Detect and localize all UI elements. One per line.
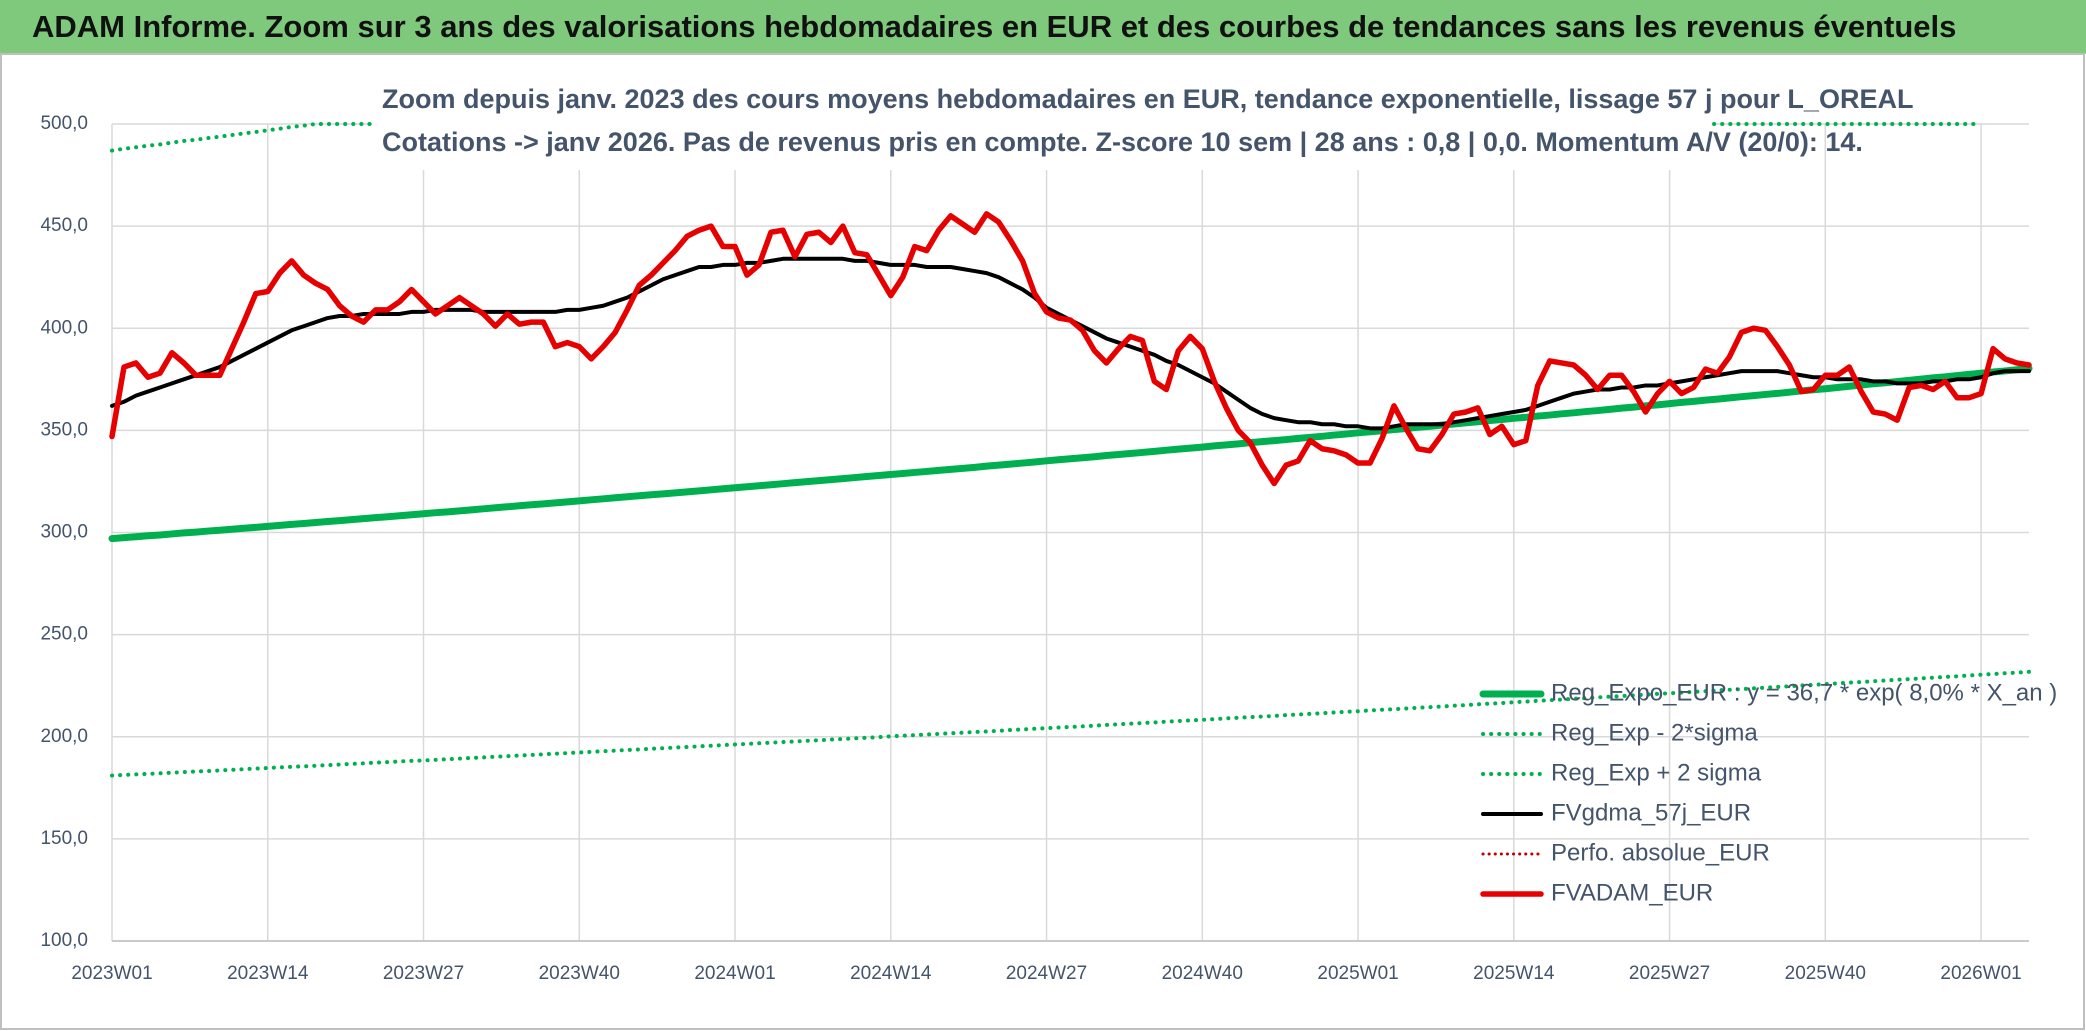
subtitle: Cotations -> janv 2026. Pas de revenus p…	[382, 127, 1863, 157]
legend-label: FVADAM_EUR	[1551, 879, 1713, 906]
series-line	[109, 211, 2032, 487]
legend-label: Reg_Expo_EUR : y = 36,7 * exp( 8,0% * X_…	[1551, 679, 2057, 706]
x-tick-label: 2024W14	[850, 963, 932, 984]
series-line	[108, 364, 2033, 543]
x-tick-label: 2025W27	[1629, 963, 1710, 984]
legend: Reg_Expo_EUR : y = 36,7 * exp( 8,0% * X_…	[1479, 679, 2057, 906]
subtitle-box	[372, 80, 1712, 170]
x-tick-label: 2023W01	[71, 963, 152, 984]
x-tick-label: 2023W27	[383, 963, 464, 984]
subtitle: Zoom depuis janv. 2023 des cours moyens …	[382, 84, 1913, 114]
y-tick-label: 450,0	[40, 215, 88, 236]
y-tick-label: 100,0	[40, 930, 88, 951]
x-tick-label: 2023W40	[539, 963, 620, 984]
title-bar	[0, 0, 2086, 54]
legend-label: FVgdma_57j_EUR	[1551, 799, 1751, 826]
x-tick-label: 2025W14	[1473, 963, 1555, 984]
x-tick-label: 2024W01	[694, 963, 775, 984]
legend-label: Perfo. absolue_EUR	[1551, 839, 1770, 866]
x-tick-label: 2023W14	[227, 963, 309, 984]
legend-label: Reg_Exp - 2*sigma	[1551, 719, 1758, 746]
y-tick-label: 200,0	[40, 726, 88, 747]
x-tick-label: 2025W01	[1317, 963, 1398, 984]
legend-label: Reg_Exp + 2 sigma	[1551, 759, 1762, 786]
x-tick-label: 2025W40	[1785, 963, 1866, 984]
y-tick-label: 350,0	[40, 419, 88, 440]
x-tick-label: 2026W01	[1940, 963, 2021, 984]
y-tick-label: 250,0	[40, 624, 88, 645]
y-tick-label: 400,0	[40, 317, 88, 338]
x-tick-label: 2024W27	[1006, 963, 1087, 984]
chart-title: ADAM Informe. Zoom sur 3 ans des valoris…	[32, 9, 1956, 44]
y-tick-label: 300,0	[40, 522, 88, 543]
chart-frame	[0, 53, 2085, 1030]
x-tick-label: 2024W40	[1162, 963, 1243, 984]
y-tick-label: 500,0	[40, 113, 88, 134]
y-tick-label: 150,0	[40, 828, 88, 849]
